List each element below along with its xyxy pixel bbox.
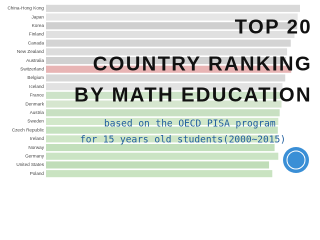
bar bbox=[46, 4, 300, 12]
category-label: Canada bbox=[28, 40, 45, 45]
subtitle-line: based on the OECD PISA program bbox=[104, 119, 276, 130]
bar bbox=[46, 57, 287, 65]
bar bbox=[46, 39, 291, 47]
bar bbox=[46, 117, 279, 125]
category-label: New Zealand bbox=[17, 49, 45, 54]
category-label: Poland bbox=[30, 171, 45, 176]
chart: China-Hong Kong Japan Korea Finland Canada Ne… bbox=[7, 4, 312, 178]
bar bbox=[46, 126, 278, 134]
bar bbox=[46, 144, 275, 152]
logo-ring bbox=[286, 150, 306, 170]
bar bbox=[46, 109, 280, 117]
category-label: Switzerland bbox=[20, 66, 44, 71]
category-label: Australia bbox=[26, 58, 44, 63]
bar bbox=[46, 48, 288, 56]
category-label: Sweden bbox=[27, 119, 44, 124]
bar bbox=[46, 30, 295, 38]
category-label: Denmark bbox=[25, 101, 44, 106]
bar bbox=[46, 100, 282, 108]
bar bbox=[46, 83, 283, 91]
subtitle-line: for 15 years old students(2000~2015) bbox=[80, 135, 286, 146]
bar bbox=[46, 22, 298, 30]
bar bbox=[46, 161, 270, 169]
category-label: Belgium bbox=[27, 75, 44, 80]
bar bbox=[46, 170, 273, 178]
page: China-Hong Kong Japan Korea Finland Canada Ne… bbox=[7, 4, 312, 178]
category-label: Finland bbox=[29, 32, 45, 37]
category-label: China-Hong Kong bbox=[7, 6, 44, 11]
bar bbox=[46, 13, 298, 21]
bar bbox=[46, 65, 292, 73]
title-line: COUNTRY RANKING bbox=[93, 53, 312, 75]
category-label: United States bbox=[16, 162, 44, 167]
category-label: Norway bbox=[28, 145, 44, 150]
category-label: Ireland bbox=[30, 136, 44, 141]
bar bbox=[46, 74, 286, 82]
category-label: Iceland bbox=[29, 84, 44, 89]
category-label: Korea bbox=[32, 23, 45, 28]
category-label: France bbox=[30, 93, 45, 98]
bar bbox=[46, 152, 279, 160]
title-line: BY MATH EDUCATION bbox=[74, 84, 312, 106]
bar bbox=[46, 135, 277, 143]
category-label: Austria bbox=[30, 110, 45, 115]
category-label: Czech Republic bbox=[12, 127, 45, 132]
title-line: TOP 20 bbox=[235, 16, 312, 38]
bars: China-Hong Kong Japan Korea Finland Canada Ne… bbox=[7, 4, 300, 178]
category-label: Germany bbox=[25, 153, 45, 158]
bar bbox=[46, 91, 281, 99]
category-label: Japan bbox=[31, 14, 44, 19]
